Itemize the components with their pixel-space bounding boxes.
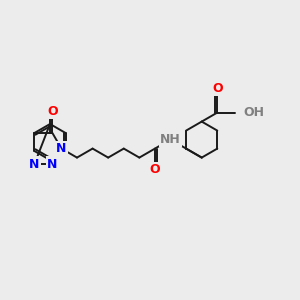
Text: O: O <box>150 164 160 176</box>
Text: OH: OH <box>243 106 264 119</box>
Text: NH: NH <box>160 133 181 146</box>
Text: O: O <box>212 82 223 95</box>
Text: N: N <box>56 142 67 155</box>
Text: N: N <box>47 158 58 171</box>
Text: N: N <box>29 158 40 171</box>
Text: O: O <box>47 105 58 118</box>
